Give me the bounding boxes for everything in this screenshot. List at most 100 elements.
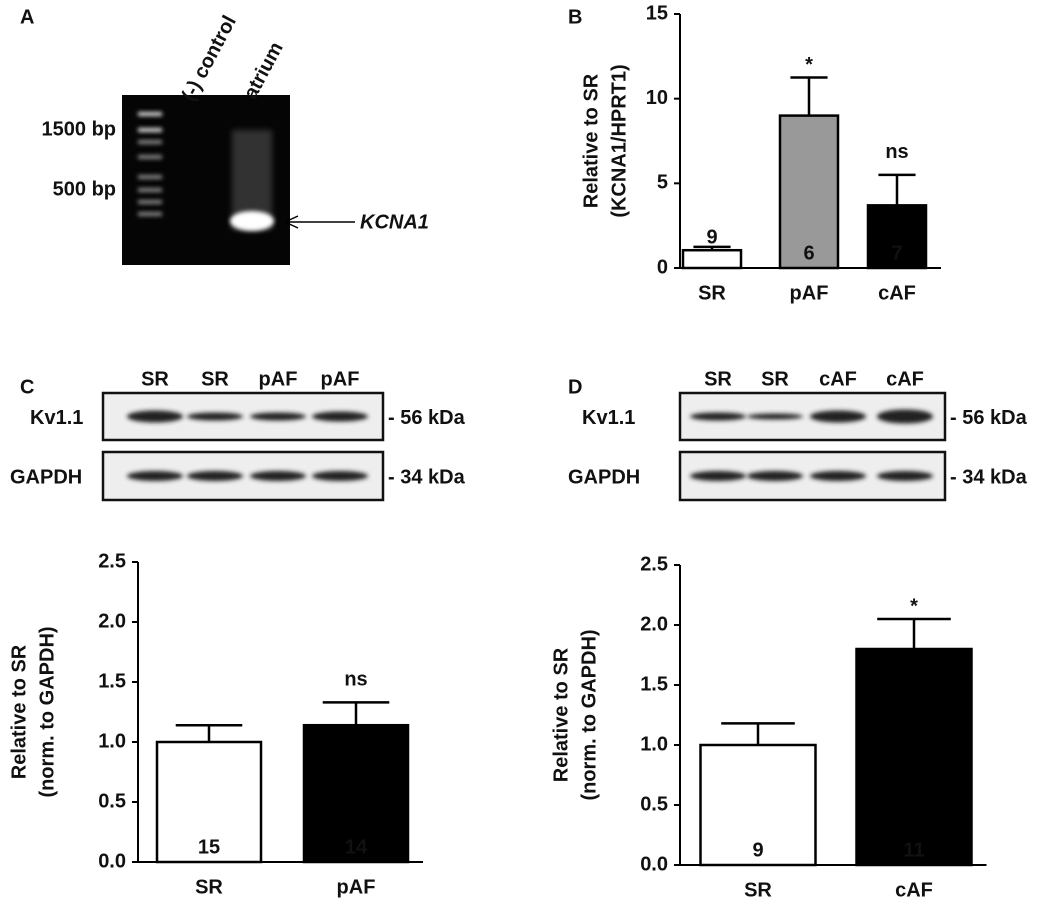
- bar: [681, 248, 743, 270]
- blot-band: [747, 413, 803, 420]
- y-tick-label: 15: [646, 2, 668, 24]
- bar: [699, 743, 817, 867]
- n-label: 7: [891, 242, 902, 264]
- blot-size-label: - 56 kDa: [950, 407, 1028, 429]
- y-axis-label: (norm. to GAPDH): [578, 629, 600, 800]
- y-tick-label: 1.0: [98, 730, 126, 752]
- significance-label: *: [805, 54, 813, 76]
- ladder-band: [138, 140, 162, 144]
- x-tick-label: SR: [744, 879, 772, 900]
- gel-lane-label: atrium: [240, 39, 288, 103]
- ladder-band: [138, 175, 162, 179]
- significance-label: ns: [885, 141, 908, 163]
- n-label: 9: [706, 227, 717, 249]
- error-bar: [877, 617, 951, 649]
- x-tick-label: cAF: [878, 282, 916, 304]
- error-bar: [175, 723, 243, 742]
- ladder-band: [138, 188, 162, 192]
- blot-size-label: - 34 kDa: [388, 466, 466, 488]
- n-label: 15: [198, 836, 220, 858]
- y-tick-label: 1.5: [640, 673, 668, 695]
- blot-lane-label: cAF: [886, 368, 924, 390]
- y-tick-label: 0.5: [640, 793, 668, 815]
- y-tick-label: 2.0: [98, 610, 126, 632]
- ladder-band: [138, 112, 162, 116]
- pcr-band: [230, 211, 274, 231]
- x-tick-label: pAF: [337, 876, 376, 898]
- blot-lane-label: SR: [141, 368, 169, 390]
- blot-band: [312, 471, 368, 481]
- bar: [866, 204, 928, 270]
- blot-band: [312, 411, 368, 422]
- blot-band: [127, 410, 183, 423]
- panel-label: B: [568, 6, 582, 28]
- y-axis-label: (norm. to GAPDH): [36, 626, 58, 797]
- blot-lane-label: SR: [761, 368, 789, 390]
- gel-lane-label: (-) control: [178, 12, 241, 105]
- error-bar: [878, 173, 916, 206]
- blot-band: [810, 471, 866, 481]
- n-label: 11: [903, 839, 924, 861]
- blot-band: [187, 412, 243, 421]
- y-axis-label: Relative to SR: [8, 644, 30, 779]
- error-bar: [322, 701, 390, 726]
- y-axis-label: (KCNA1/HPRT1): [608, 64, 630, 217]
- panel-label: C: [20, 376, 34, 398]
- y-tick-label: 2.0: [640, 613, 668, 635]
- gel-marker-label: 1500 bp: [42, 118, 116, 140]
- blot-band: [690, 412, 746, 421]
- blot-band: [810, 410, 866, 423]
- y-tick-label: 1.0: [640, 733, 668, 755]
- significance-label: *: [910, 595, 918, 617]
- blot-lane-label: pAF: [259, 368, 298, 390]
- blot-band: [877, 409, 933, 424]
- panel-label: D: [568, 376, 582, 398]
- blot-band: [690, 471, 746, 481]
- blot-lane-label: cAF: [819, 368, 857, 390]
- y-axis-label: Relative to SR: [580, 73, 602, 208]
- ladder-band: [138, 212, 162, 216]
- gel-marker-label: 500 bp: [53, 178, 116, 200]
- ladder-band: [138, 155, 162, 159]
- blot-row-name: GAPDH: [568, 466, 640, 488]
- arrow-head: [284, 215, 299, 229]
- error-bar: [790, 76, 828, 116]
- y-tick-label: 0.5: [98, 790, 126, 812]
- n-label: 6: [803, 242, 814, 264]
- blot-band: [187, 471, 243, 481]
- blot-lane-label: pAF: [321, 368, 360, 390]
- x-tick-label: SR: [195, 876, 223, 898]
- blot-row-name: Kv1.1: [30, 407, 83, 429]
- blot-size-label: - 56 kDa: [388, 407, 466, 429]
- y-tick-label: 0: [657, 256, 668, 278]
- blot-band: [127, 471, 183, 481]
- n-label: 14: [345, 836, 368, 858]
- y-axis-label: Relative to SR: [550, 647, 572, 782]
- y-tick-label: 0.0: [640, 853, 668, 875]
- error-bar: [693, 245, 731, 251]
- bar: [302, 723, 410, 864]
- y-tick-label: 2.5: [98, 550, 126, 572]
- blot-row-name: GAPDH: [10, 466, 82, 488]
- band-label: KCNA1: [360, 211, 429, 233]
- blot-band: [747, 471, 803, 481]
- bar: [778, 114, 840, 270]
- n-label: 9: [752, 839, 763, 861]
- y-tick-label: 10: [646, 87, 668, 109]
- blot-size-label: - 34 kDa: [950, 466, 1028, 488]
- blot-lane-label: SR: [704, 368, 732, 390]
- blot-band: [250, 412, 306, 421]
- blot-lane-label: SR: [201, 368, 229, 390]
- error-bar: [721, 722, 795, 745]
- x-tick-label: SR: [698, 282, 726, 304]
- y-tick-label: 2.5: [640, 553, 668, 575]
- bar: [855, 647, 973, 867]
- x-tick-label: cAF: [895, 879, 933, 900]
- panel-label: A: [20, 6, 34, 28]
- blot-row-name: Kv1.1: [582, 407, 635, 429]
- significance-label: ns: [344, 669, 367, 691]
- ladder-band: [138, 128, 162, 132]
- x-tick-label: pAF: [790, 282, 829, 304]
- ladder-band: [138, 200, 162, 204]
